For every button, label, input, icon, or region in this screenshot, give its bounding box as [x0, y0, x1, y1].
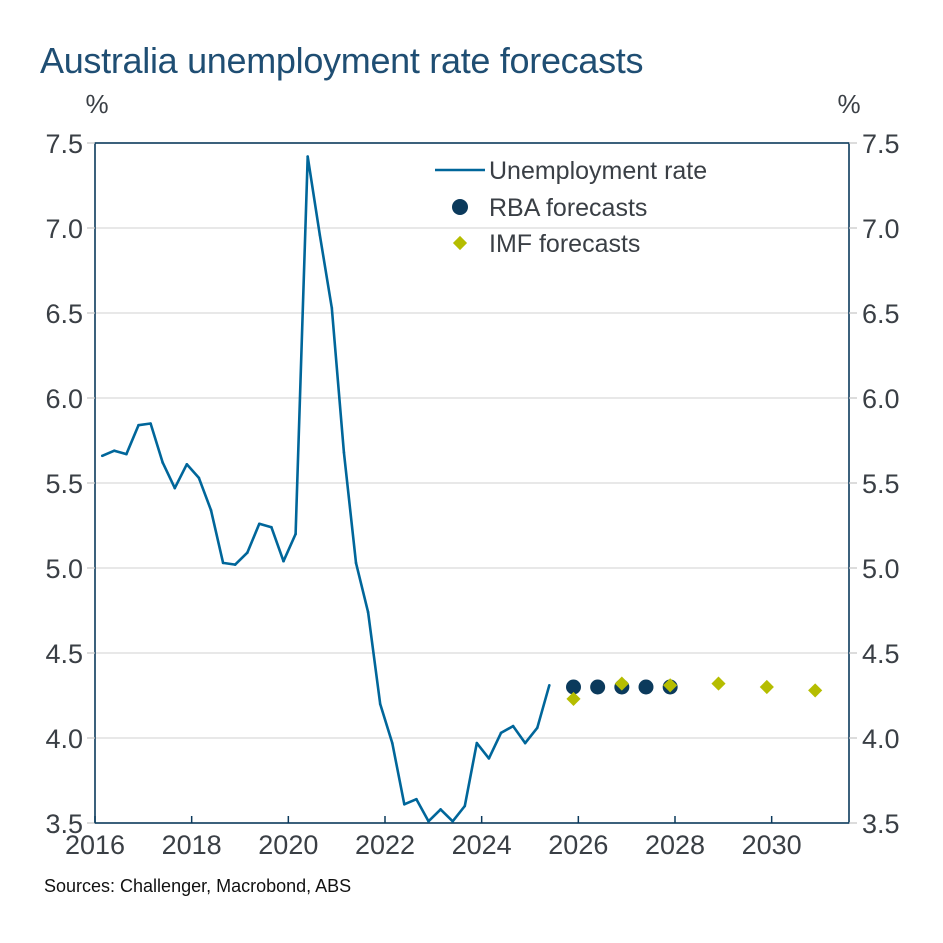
y-tick-label-left: 7.0: [45, 214, 83, 244]
series-unemployment-rate: [100, 155, 551, 823]
data-point: [221, 561, 225, 565]
data-point: [270, 525, 273, 529]
data-point: [451, 820, 454, 823]
x-tick-label: 2030: [742, 830, 802, 860]
data-point: [185, 463, 189, 466]
data-point: [306, 155, 309, 158]
x-tick-label: 2028: [645, 830, 705, 860]
data-point: [535, 726, 539, 730]
legend-swatch-imf-forecasts: [452, 235, 468, 251]
data-point: [354, 561, 358, 565]
data-point: [390, 741, 394, 745]
x-tick-label: 2024: [452, 830, 512, 860]
y-tick-label-right: 5.0: [862, 554, 900, 584]
data-point: [403, 803, 406, 806]
y-tick-label-left: 6.0: [45, 384, 83, 414]
y-axis-right: 3.5 4.0 4.5 5.0 5.5 6.0 6.5 7.0 7.5: [849, 129, 900, 839]
data-point: [330, 306, 334, 310]
data-point: [548, 684, 551, 687]
data-point: [499, 731, 503, 735]
chart-title: Australia unemployment rate forecasts: [40, 40, 644, 81]
legend-label-rba-forecasts: RBA forecasts: [489, 194, 647, 222]
rba-forecast-point: [566, 679, 581, 695]
data-point: [378, 702, 382, 706]
data-point: [245, 551, 249, 554]
y-tick-label-left: 3.5: [45, 809, 83, 839]
y-axis-left: 3.5 4.0 4.5 5.0 5.5 6.0 6.5 7.0 7.5: [45, 129, 95, 839]
legend-label-unemployment-rate: Unemployment rate: [489, 157, 707, 185]
data-point: [282, 559, 285, 563]
data-point: [427, 820, 430, 823]
y-unit-right: %: [837, 89, 860, 119]
y-tick-label-right: 5.5: [862, 469, 900, 499]
y-tick-label-left: 6.5: [45, 299, 83, 329]
y-tick-label-left: 7.5: [45, 129, 83, 159]
data-point: [523, 741, 527, 745]
legend: Unemployment rate RBA forecasts IMF fore…: [435, 157, 707, 258]
rba-forecast-point: [638, 679, 654, 695]
data-point: [318, 233, 322, 237]
data-point: [197, 476, 201, 480]
data-point: [439, 808, 442, 811]
y-tick-label-right: 7.0: [862, 214, 900, 244]
y-tick-label-left: 5.5: [45, 469, 83, 499]
y-tick-label-left: 4.5: [45, 639, 83, 669]
y-tick-label-right: 7.5: [862, 129, 900, 159]
data-point: [173, 486, 177, 490]
y-tick-label-right: 4.5: [862, 639, 900, 669]
imf-forecast-point: [614, 676, 629, 691]
data-point: [100, 454, 104, 458]
imf-forecast-point: [711, 676, 726, 691]
imf-forecast-point: [566, 691, 581, 706]
data-point: [511, 724, 515, 728]
imf-forecast-point: [808, 683, 823, 698]
imf-forecast-point: [663, 678, 678, 693]
x-tick-label: 2020: [258, 830, 318, 860]
rba-forecast-point: [590, 679, 606, 695]
y-tick-label-right: 3.5: [862, 809, 900, 839]
data-point: [161, 461, 164, 464]
y-tick-label-left: 4.0: [45, 724, 83, 754]
data-point: [149, 422, 152, 425]
data-point: [475, 741, 479, 745]
series-imf-forecasts: [566, 676, 823, 706]
data-point: [342, 451, 346, 454]
y-tick-label-right: 6.5: [862, 299, 900, 329]
data-point: [209, 508, 213, 512]
y-unit-left: %: [85, 89, 108, 119]
y-tick-label-right: 6.0: [862, 384, 900, 414]
y-tick-label-right: 4.0: [862, 724, 900, 754]
data-point: [415, 797, 418, 801]
series-line-unemployment-rate: [101, 155, 551, 823]
data-point: [366, 610, 370, 614]
data-point: [137, 423, 140, 427]
legend-swatch-rba-forecasts: [452, 199, 468, 215]
imf-forecast-point: [759, 679, 774, 695]
x-axis: 2016 2018 2020 2022 2024 2026 2028 2030: [65, 816, 802, 860]
data-point: [463, 804, 467, 808]
data-point: [258, 522, 261, 526]
data-point: [125, 452, 128, 456]
data-point: [233, 563, 237, 566]
data-point: [294, 532, 297, 536]
x-tick-label: 2018: [162, 830, 222, 860]
data-point: [487, 757, 491, 760]
gridlines: [95, 227, 849, 739]
x-tick-label: 2016: [65, 830, 125, 860]
y-tick-label-left: 5.0: [45, 554, 83, 584]
source-note: Sources: Challenger, Macrobond, ABS: [44, 876, 352, 896]
data-point: [113, 449, 116, 453]
x-tick-label: 2022: [355, 830, 415, 860]
legend-label-imf-forecasts: IMF forecasts: [489, 230, 640, 258]
x-tick-label: 2026: [548, 830, 608, 860]
series-layer: [100, 155, 823, 823]
